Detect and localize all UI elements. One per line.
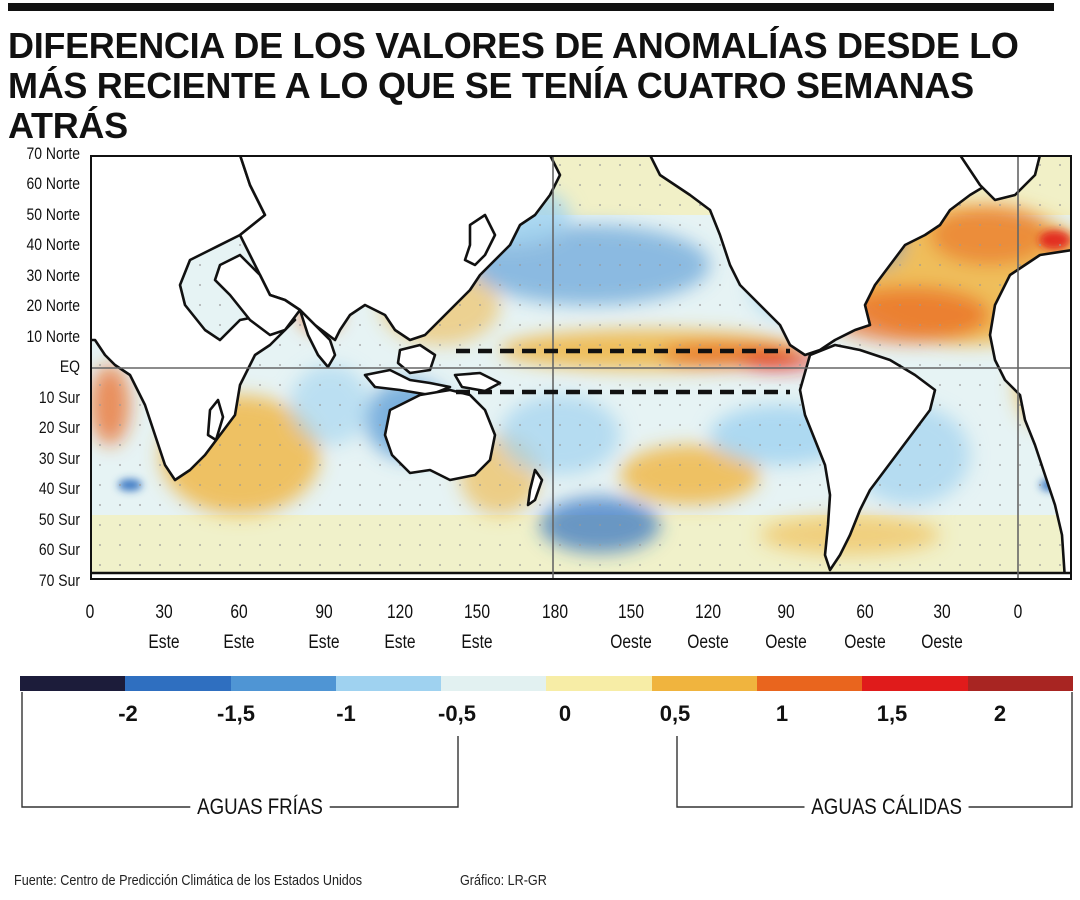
lon-label: 180 bbox=[541, 602, 568, 623]
color-legend-bar bbox=[20, 676, 1073, 691]
lon-label: 150 Oeste bbox=[610, 602, 652, 653]
legend-swatch bbox=[230, 676, 336, 691]
cold-waters-label: AGUAS FRÍAS bbox=[190, 790, 330, 824]
sst-anomaly-map bbox=[90, 155, 1072, 580]
graphic-credit: Gráfico: LR-GR bbox=[460, 872, 547, 889]
lat-label-eq: EQ bbox=[59, 357, 80, 376]
lat-label-20n: 20 Norte bbox=[26, 296, 80, 315]
map-frame bbox=[90, 155, 1072, 580]
lon-label: 0 bbox=[1013, 602, 1023, 623]
lat-label-20s: 20 Sur bbox=[38, 418, 80, 437]
lat-label-40s: 40 Sur bbox=[38, 479, 80, 498]
lon-label: 0 bbox=[85, 602, 95, 623]
legend-swatch bbox=[546, 676, 652, 691]
source-note: Fuente: Centro de Predicción Climática d… bbox=[14, 872, 363, 889]
legend-swatch bbox=[335, 676, 442, 691]
chart-title: DIFERENCIA DE LOS VALORES DE ANOMALÍAS D… bbox=[8, 25, 1019, 146]
legend-swatch bbox=[862, 676, 968, 691]
land-australia bbox=[383, 388, 497, 482]
land-greenland bbox=[958, 155, 1042, 202]
lat-label-40n: 40 Norte bbox=[26, 235, 80, 254]
lon-label: 120 Este bbox=[384, 602, 416, 653]
legend-swatch bbox=[20, 676, 126, 691]
lat-label-70s: 70 Sur bbox=[38, 571, 80, 590]
legend-tick-label: 1 bbox=[775, 701, 789, 726]
land-japan bbox=[463, 213, 497, 267]
lon-label: 90 Este bbox=[308, 602, 340, 653]
land-borneo bbox=[396, 343, 437, 375]
legend-tick-label: -0,5 bbox=[438, 701, 476, 726]
lat-label-60s: 60 Sur bbox=[38, 540, 80, 559]
land-india bbox=[298, 308, 337, 369]
legend-swatch bbox=[757, 676, 863, 691]
lon-label: 30 Este bbox=[148, 602, 180, 653]
lat-label-10n: 10 Norte bbox=[26, 327, 80, 346]
lon-label: 90 Oeste bbox=[765, 602, 807, 653]
legend-tick-label: -1,5 bbox=[217, 701, 255, 726]
legend-tick-label: 1,5 bbox=[876, 701, 908, 726]
lon-label: 150 Este bbox=[461, 602, 493, 653]
land-north-america bbox=[648, 155, 1012, 357]
lat-label-60n: 60 Norte bbox=[26, 174, 80, 193]
lon-label: 60 Este bbox=[223, 602, 255, 653]
legend-tick-label: 0 bbox=[558, 701, 572, 726]
lat-label-10s: 10 Sur bbox=[38, 388, 80, 407]
land-arabia bbox=[213, 253, 302, 337]
lon-label: 60 Oeste bbox=[844, 602, 886, 653]
lat-label-50s: 50 Sur bbox=[38, 510, 80, 529]
legend-swatch bbox=[125, 676, 231, 691]
lat-label-70n: 70 Norte bbox=[26, 144, 80, 163]
lat-label-50n: 50 Norte bbox=[26, 205, 80, 224]
land-new-guinea bbox=[453, 371, 502, 393]
land-europe-africa bbox=[90, 155, 297, 482]
lon-label: 30 Oeste bbox=[921, 602, 963, 653]
land-indonesia bbox=[363, 368, 452, 397]
land-madagascar bbox=[206, 398, 225, 442]
land-south-america bbox=[798, 343, 937, 572]
legend-swatch bbox=[651, 676, 758, 691]
warm-waters-label: AGUAS CÁLIDAS bbox=[804, 790, 969, 824]
land-new-zealand bbox=[526, 468, 544, 507]
legend-swatch bbox=[967, 676, 1073, 691]
legend-swatch bbox=[441, 676, 547, 691]
top-rule bbox=[8, 3, 1054, 11]
legend-tick-label: 2 bbox=[993, 701, 1007, 726]
lat-label-30n: 30 Norte bbox=[26, 266, 80, 285]
legend-tick-label: 0,5 bbox=[659, 701, 691, 726]
legend-tick-label: -2 bbox=[118, 701, 138, 726]
lon-label: 120 Oeste bbox=[687, 602, 729, 653]
land-west-africa bbox=[988, 248, 1072, 580]
lat-label-30s: 30 Sur bbox=[38, 449, 80, 468]
legend-tick-label: -1 bbox=[336, 701, 356, 726]
